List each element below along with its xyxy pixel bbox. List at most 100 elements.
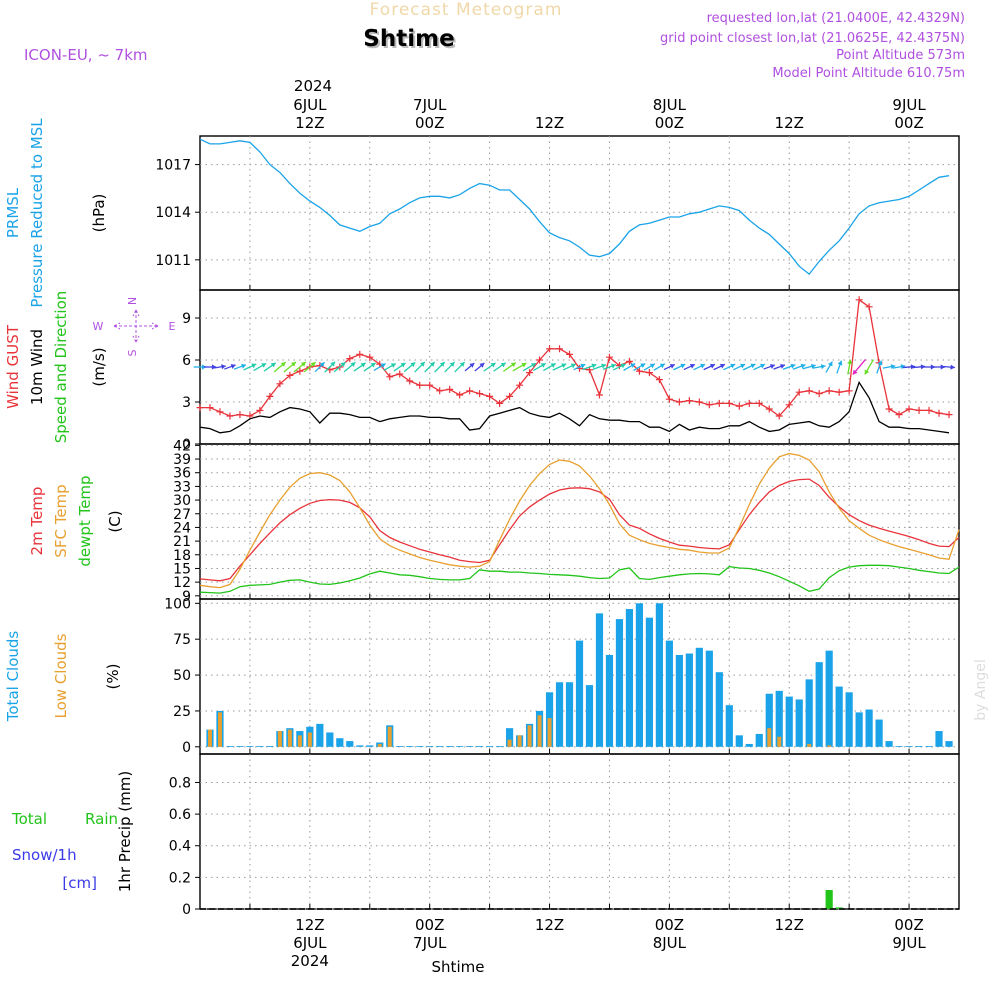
clouds-bar bbox=[785, 696, 793, 747]
wind-arrow-head bbox=[769, 363, 775, 369]
gust-marker bbox=[266, 392, 274, 400]
wind-arrow-head bbox=[810, 363, 816, 369]
wind-arrow-head bbox=[890, 364, 896, 370]
gust-marker bbox=[745, 399, 753, 407]
y-tick-label: 15 bbox=[173, 561, 191, 577]
clouds-bar bbox=[387, 726, 392, 747]
gust-marker bbox=[466, 387, 474, 395]
clouds-bar bbox=[935, 731, 943, 747]
gust-marker bbox=[256, 406, 264, 414]
wind-arrow-head bbox=[837, 360, 843, 366]
clouds-bar bbox=[436, 746, 444, 747]
wind-arrow-head bbox=[700, 363, 706, 369]
wind-arrow-head bbox=[620, 363, 626, 369]
wind-arrow-head bbox=[611, 363, 616, 369]
bottom-year-label: 2024 bbox=[291, 952, 329, 970]
wind-arrow-head bbox=[730, 363, 736, 369]
clouds-bar bbox=[945, 741, 953, 747]
gust-marker bbox=[476, 390, 484, 398]
compass-east: E bbox=[169, 320, 176, 333]
gust-marker bbox=[546, 345, 554, 353]
wind-arrow-head bbox=[550, 363, 556, 368]
y-tick-label: 33 bbox=[173, 479, 191, 495]
wind-arrow-head bbox=[521, 362, 527, 368]
wind-arrow-head bbox=[680, 363, 686, 369]
clouds-bar bbox=[426, 746, 434, 747]
wind-arrow-head bbox=[930, 364, 936, 370]
gust-marker bbox=[805, 387, 813, 395]
clouds-bar bbox=[446, 746, 454, 747]
wind-arrow-head bbox=[340, 362, 346, 367]
wind-arrow-head bbox=[530, 363, 536, 368]
clouds-bar bbox=[705, 650, 713, 747]
wind-arrow-head bbox=[261, 363, 267, 368]
bottom-date-label: 6JUL bbox=[293, 934, 327, 952]
forecast-meteogram-title: Forecast Meteogram bbox=[370, 0, 563, 20]
y-tick-label: 9 bbox=[182, 311, 191, 327]
clouds-bar bbox=[466, 746, 474, 747]
location-title: Shtime bbox=[363, 26, 454, 52]
wind-arrow-head bbox=[410, 362, 416, 368]
wind-arrow-head bbox=[290, 361, 296, 367]
clouds-bar bbox=[675, 654, 683, 747]
gust-marker bbox=[855, 296, 863, 304]
clouds-bar bbox=[517, 735, 522, 747]
clouds-bar bbox=[366, 745, 374, 747]
wind-arrow-head bbox=[740, 363, 746, 369]
clouds-bar bbox=[815, 662, 823, 747]
wind-arrow-head bbox=[827, 361, 833, 367]
wind-arrow-head bbox=[910, 364, 916, 370]
wind-arrow-head bbox=[510, 362, 516, 368]
bottom-date-label: 8JUL bbox=[653, 934, 687, 952]
wind-arrow-head bbox=[847, 359, 853, 365]
wind-arrow-head bbox=[800, 363, 806, 369]
wind-arrow-head bbox=[459, 362, 465, 367]
top-year-label: 2024 bbox=[294, 77, 332, 95]
bottom-location-caption: Shtime bbox=[432, 958, 485, 976]
wind-arrow-head bbox=[370, 362, 376, 368]
legend-entry: Rain bbox=[85, 810, 118, 828]
legend-entry: 2m Temp bbox=[28, 487, 46, 556]
wind-arrow-head bbox=[570, 363, 576, 369]
wind-arrow-head bbox=[790, 363, 796, 369]
wind-arrow-head bbox=[940, 364, 946, 370]
clouds-bar bbox=[575, 640, 584, 747]
gust-marker bbox=[795, 388, 803, 396]
clouds-bar bbox=[565, 682, 574, 747]
clouds-bar bbox=[356, 745, 364, 747]
y-tick-label: 18 bbox=[173, 548, 191, 564]
clouds-bar bbox=[905, 746, 913, 747]
point-altitude: Point Altitude 573m bbox=[836, 48, 965, 63]
top-hour-label: 00Z bbox=[415, 114, 444, 132]
compass-north: N bbox=[126, 297, 139, 305]
gust-marker bbox=[366, 353, 374, 361]
gust-marker bbox=[416, 381, 424, 389]
y-tick-label: 39 bbox=[173, 452, 191, 468]
clouds-bar bbox=[336, 738, 344, 747]
pressure-series-line bbox=[199, 138, 950, 276]
gust-marker bbox=[426, 381, 434, 389]
compass-rose bbox=[113, 309, 159, 343]
y-tick-label: 42 bbox=[173, 438, 191, 454]
clouds-bar bbox=[236, 746, 244, 747]
gust-marker bbox=[595, 391, 603, 399]
wind-arrow-head bbox=[360, 362, 366, 368]
y-tick-label: 36 bbox=[173, 466, 191, 482]
clouds-bar bbox=[885, 741, 893, 747]
y-axis-label: (m/s) bbox=[90, 347, 108, 386]
gust-marker bbox=[496, 399, 504, 407]
y-tick-label: 0 bbox=[182, 437, 191, 453]
y-tick-label: 0.6 bbox=[169, 807, 191, 823]
gust-marker bbox=[526, 369, 534, 377]
y-axis-label: (%) bbox=[104, 664, 122, 690]
wind-arrow-head bbox=[350, 362, 356, 368]
gust-marker bbox=[715, 399, 723, 407]
gust-marker bbox=[665, 395, 673, 403]
grid-point-coords: grid point closest lon,lat (21.0625E, 42… bbox=[660, 31, 965, 46]
wind-arrow-head bbox=[270, 362, 276, 368]
temperature-series-line bbox=[199, 452, 960, 589]
clouds-bar bbox=[208, 729, 212, 747]
y-tick-label: 0.4 bbox=[169, 839, 191, 855]
gust-marker bbox=[286, 371, 294, 379]
clouds-bar bbox=[256, 746, 264, 747]
